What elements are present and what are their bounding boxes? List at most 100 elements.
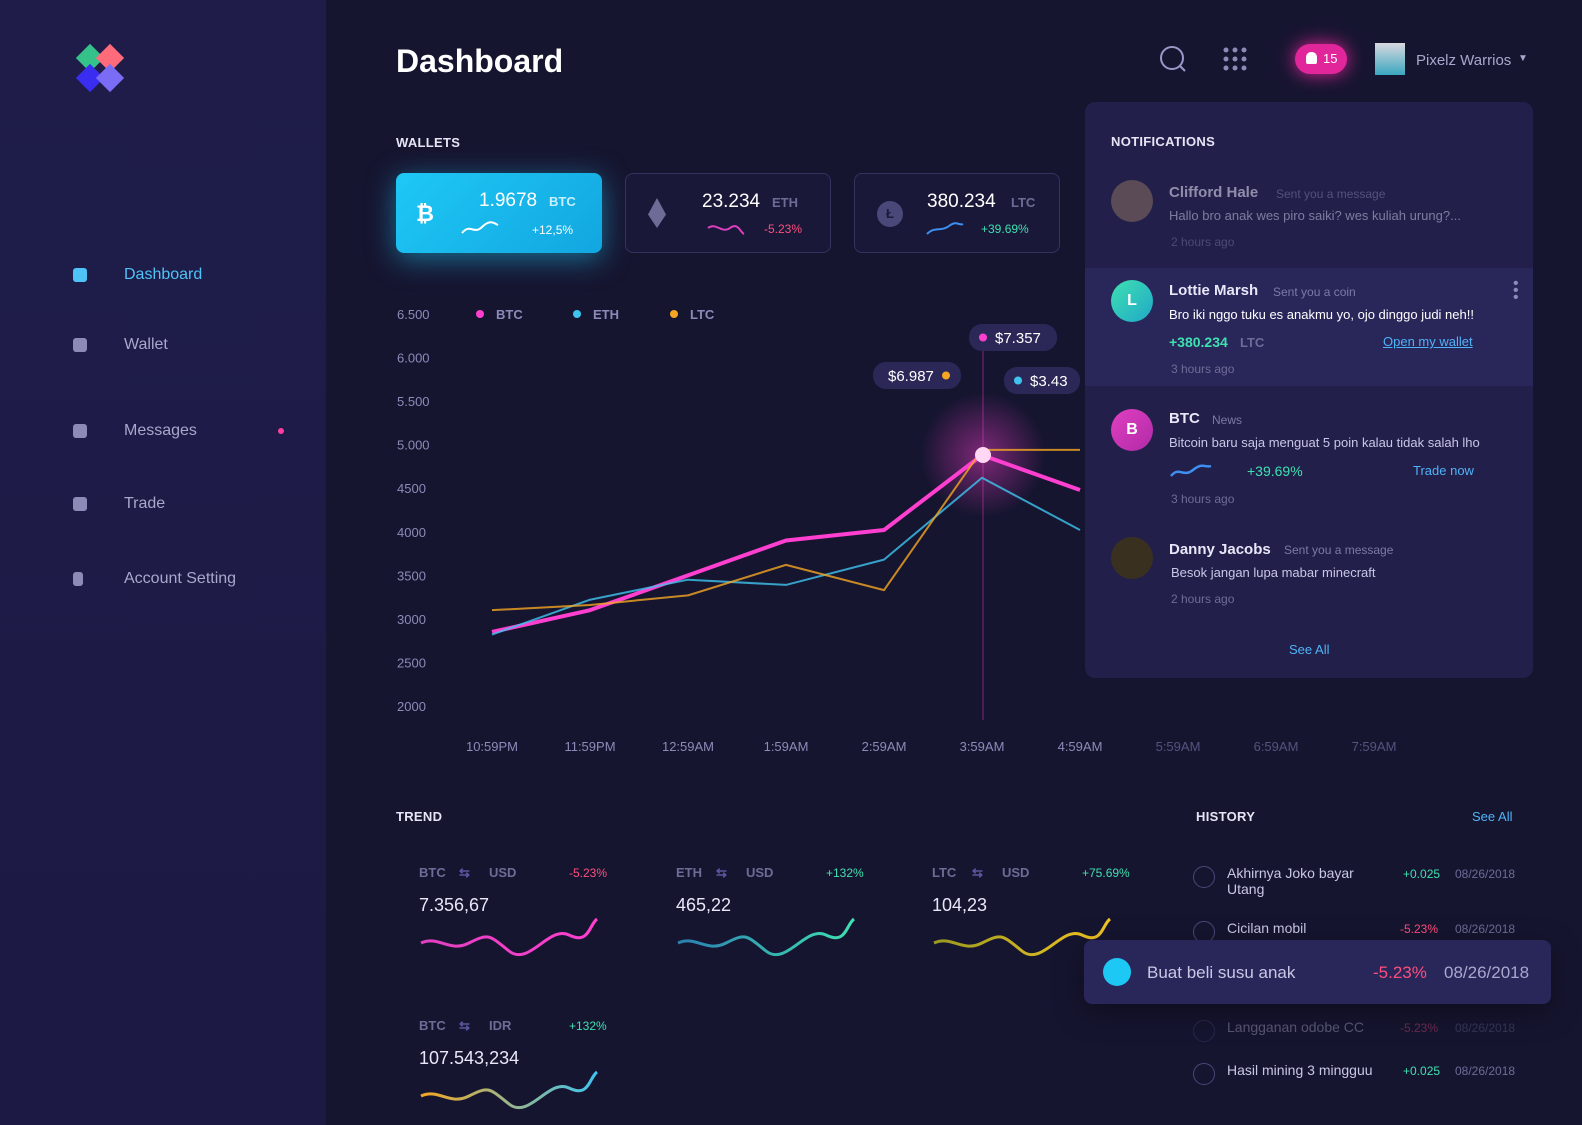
bell-icon	[1306, 52, 1317, 64]
time: 2 hours ago	[1171, 592, 1235, 606]
history-label: Buat beli susu anak	[1147, 963, 1296, 982]
history-label: Langganan odobe CC	[1227, 1019, 1365, 1035]
y-tick-label: 4000	[397, 525, 426, 540]
avatar: L	[1111, 280, 1153, 322]
sparkline	[420, 917, 599, 957]
wallet-change: -5.23%	[764, 222, 803, 236]
action: Sent you a message	[1284, 543, 1394, 557]
pair-change: -5.23%	[569, 866, 608, 880]
apps-icon[interactable]	[1223, 47, 1249, 73]
notification-badge[interactable]: 15	[1295, 44, 1347, 74]
x-tick-label: 1:59AM	[764, 739, 809, 754]
y-tick-label: 3000	[397, 612, 426, 627]
x-tick-label: 7:59AM	[1352, 739, 1397, 754]
search-icon[interactable]	[1158, 45, 1188, 75]
pair-base: ETH	[676, 865, 702, 880]
history-label: Akhirnya Joko bayar Utang	[1227, 865, 1354, 897]
nav-item[interactable]: Account Setting	[124, 570, 237, 587]
user-avatar	[1375, 43, 1405, 75]
history-date: 08/26/2018	[1455, 1021, 1516, 1035]
history-label: Cicilan mobil	[1227, 920, 1307, 936]
see-all[interactable]: See All	[1472, 809, 1513, 824]
tooltip	[969, 324, 1057, 351]
action: Sent you a coin	[1273, 285, 1356, 299]
y-tick-label: 6.500	[397, 307, 430, 322]
legend-dot	[670, 310, 678, 318]
pair-change: +75.69%	[1082, 866, 1130, 880]
sparkline	[933, 917, 1112, 957]
page-title: Dashboard	[396, 43, 564, 79]
wallet-currency: LTC	[1011, 195, 1036, 210]
wallet-card[interactable]: Ł 380.234 LTC +39.69%	[854, 173, 1060, 253]
wallet-currency: ETH	[772, 195, 798, 210]
nav-icon	[73, 497, 87, 511]
tooltip	[1004, 367, 1080, 394]
sender: Lottie Marsh	[1169, 282, 1259, 299]
nav-icon	[73, 338, 87, 352]
tooltip-label: $3.43	[1030, 373, 1068, 390]
link[interactable]: Open my wallet	[1383, 334, 1473, 349]
see-all[interactable]: See All	[1289, 642, 1330, 657]
section-title: HISTORY	[1196, 809, 1256, 824]
nav-item[interactable]: Wallet	[124, 336, 168, 353]
wallet-card[interactable]: 23.234 ETH -5.23%	[625, 173, 831, 253]
avatar	[1111, 537, 1153, 579]
coin-icon	[1193, 1020, 1215, 1042]
tooltip-dot	[942, 371, 950, 380]
logo	[75, 44, 125, 93]
tooltip	[873, 362, 961, 389]
x-tick-label: 2:59AM	[862, 739, 907, 754]
nav-item[interactable]: Messages	[124, 422, 197, 439]
history-amount: -5.23%	[1400, 1021, 1439, 1035]
y-tick-label: 5.000	[397, 438, 430, 453]
history-date: 08/26/2018	[1444, 963, 1530, 982]
history-amount: -5.23%	[1373, 963, 1427, 982]
wallet-amount: 1.9678	[479, 190, 538, 211]
sparkline	[1170, 464, 1212, 477]
more-menu[interactable]: • • •	[1513, 275, 1519, 306]
y-tick-label: 3500	[397, 568, 426, 583]
avatar	[1111, 180, 1153, 222]
tooltip-dot	[1014, 376, 1022, 385]
message: Bitcoin baru saja menguat 5 poin kalau t…	[1169, 435, 1480, 450]
wallet-currency: BTC	[549, 194, 576, 209]
nav-icon	[73, 268, 87, 282]
time: 3 hours ago	[1171, 492, 1235, 506]
nav-icon	[73, 572, 83, 586]
wallet-change: +39.69%	[981, 222, 1029, 236]
coin-icon	[1193, 1063, 1215, 1085]
legend-label: ETH	[593, 307, 619, 322]
link[interactable]: Trade now	[1413, 463, 1474, 478]
tooltip-label: $7.357	[995, 330, 1041, 347]
dropdown-caret[interactable]: ▼	[1518, 53, 1528, 64]
pair-quote: USD	[746, 865, 774, 880]
hover-point	[975, 447, 991, 463]
history-date: 08/26/2018	[1455, 922, 1516, 936]
coin-icon: Ł	[877, 201, 903, 227]
wallet-card[interactable]: ₿ 1.9678 BTC +12,5%	[396, 173, 602, 253]
sparkline	[926, 222, 964, 235]
sender: BTC	[1169, 410, 1200, 427]
tooltip-dot	[979, 333, 987, 342]
swap-icon: ⇆	[459, 1018, 470, 1033]
nav-item[interactable]: Trade	[124, 495, 166, 512]
tooltip-label: $6.987	[888, 368, 934, 385]
amount: +380.234	[1169, 334, 1228, 350]
legend-dot	[476, 310, 484, 318]
unread-dot	[278, 428, 284, 434]
history-amount: +0.025	[1403, 1064, 1441, 1078]
message: Besok jangan lupa mabar minecraft	[1171, 565, 1376, 580]
sparkline	[707, 225, 745, 235]
history-highlight[interactable]	[1084, 940, 1551, 1004]
sparkline	[461, 221, 499, 234]
user-name[interactable]: Pixelz Warrios	[1416, 52, 1512, 69]
swap-icon: ⇆	[972, 865, 983, 880]
y-tick-label: 2000	[397, 699, 426, 714]
x-tick-label: 5:59AM	[1156, 739, 1201, 754]
nav-item[interactable]: Dashboard	[124, 266, 203, 283]
highlight-row[interactable]	[1085, 268, 1533, 386]
y-tick-label: 4500	[397, 481, 426, 496]
wallet-amount: 23.234	[702, 191, 761, 212]
pair-base: LTC	[932, 865, 957, 880]
